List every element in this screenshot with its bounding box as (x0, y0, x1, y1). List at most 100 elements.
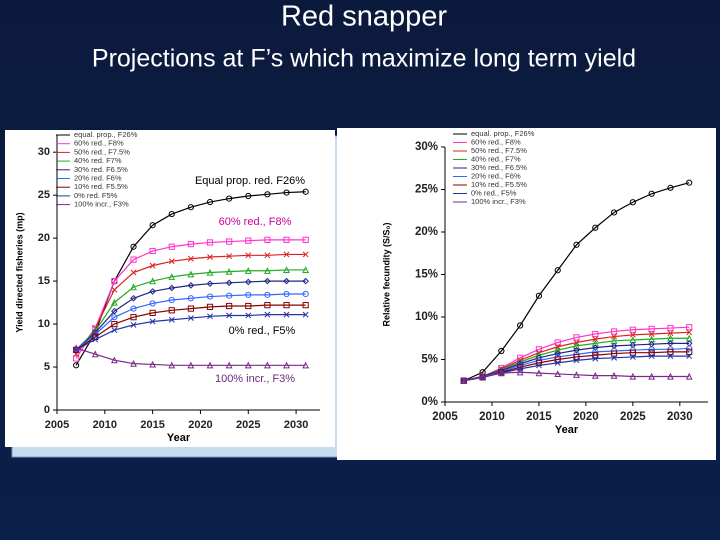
x-tick-label: 2030 (667, 411, 693, 423)
marker (610, 328, 618, 335)
series-line (75, 239, 306, 359)
marker (226, 312, 233, 319)
marker (283, 361, 290, 369)
marker (302, 302, 309, 309)
series-line (75, 293, 306, 351)
marker (535, 369, 543, 377)
marker (244, 278, 252, 286)
marker (187, 282, 195, 289)
y-tick-label: 25 (38, 189, 50, 201)
marker (517, 322, 524, 329)
marker (111, 277, 118, 285)
marker (226, 195, 233, 202)
slide-subtitle: Projections at F’s which maximize long t… (92, 45, 636, 73)
marker (130, 321, 137, 328)
y-tick-label: 10% (415, 311, 438, 323)
marker (187, 361, 195, 369)
marker (629, 199, 636, 206)
marker (168, 296, 175, 304)
marker (283, 236, 290, 243)
x-axis-label: Year (555, 424, 579, 436)
marker (573, 342, 580, 349)
marker (225, 279, 233, 287)
marker (264, 291, 271, 298)
legend-label: equal. prop., F26% (74, 130, 138, 139)
right-panel (337, 128, 716, 460)
marker (667, 348, 674, 355)
y-tick-label: 0% (421, 396, 438, 408)
marker (648, 349, 655, 356)
marker (149, 288, 156, 295)
annotation: 0% red., F5% (229, 325, 296, 337)
marker (263, 267, 271, 274)
marker (149, 277, 157, 285)
marker (629, 353, 636, 360)
marker (629, 326, 636, 333)
marker (592, 352, 599, 359)
marker (206, 293, 214, 300)
marker (283, 189, 290, 196)
marker (207, 313, 213, 320)
x-tick-label: 2020 (188, 419, 212, 431)
marker (573, 241, 580, 248)
marker (264, 311, 271, 318)
marker (226, 292, 233, 299)
marker (592, 355, 599, 362)
marker (535, 362, 542, 369)
legend-label: 30% red. F6.5% (74, 165, 128, 174)
legend-label: 30% red., F6.5% (471, 163, 527, 172)
marker (245, 312, 252, 319)
marker (130, 256, 137, 263)
y-axis-label: Relative fecundity (S/S₀) (381, 222, 391, 326)
series-line (75, 269, 306, 351)
marker (187, 295, 194, 302)
series-line (75, 280, 306, 351)
x-tick-label: 2005 (45, 419, 69, 431)
marker (168, 258, 175, 265)
x-tick-label: 2015 (140, 419, 164, 431)
marker (591, 344, 599, 351)
marker (149, 318, 156, 325)
marker (111, 314, 118, 321)
marker (264, 236, 271, 243)
marker (149, 262, 156, 269)
marker (667, 324, 674, 332)
marker (648, 331, 655, 337)
marker (629, 331, 636, 338)
legend-label: 20% red., F6% (471, 171, 521, 180)
marker (554, 359, 561, 366)
marker (72, 344, 80, 352)
marker (187, 270, 195, 278)
marker (73, 362, 80, 369)
y-tick-label: 5 (44, 361, 50, 373)
marker (573, 353, 580, 361)
marker (245, 237, 252, 244)
marker (648, 346, 655, 353)
marker (667, 184, 674, 191)
marker (554, 339, 561, 346)
annotation: 60% red., F8% (219, 216, 292, 228)
marker (264, 191, 271, 198)
marker (592, 348, 599, 355)
marker (516, 368, 524, 376)
marker (302, 236, 309, 243)
y-tick-label: 30 (38, 146, 50, 158)
marker (206, 303, 214, 310)
marker (554, 350, 562, 357)
y-tick-label: 20% (415, 226, 438, 238)
marker (283, 266, 290, 274)
marker (168, 243, 175, 250)
marker (110, 356, 118, 364)
marker (226, 253, 233, 260)
marker (283, 302, 290, 309)
marker (111, 320, 118, 328)
marker (302, 290, 309, 298)
marker (610, 209, 618, 216)
marker (592, 224, 599, 231)
marker (497, 369, 505, 377)
legend-label: 20% red. F6% (74, 173, 122, 182)
marker (111, 286, 118, 293)
marker (573, 371, 580, 378)
marker (187, 204, 194, 211)
